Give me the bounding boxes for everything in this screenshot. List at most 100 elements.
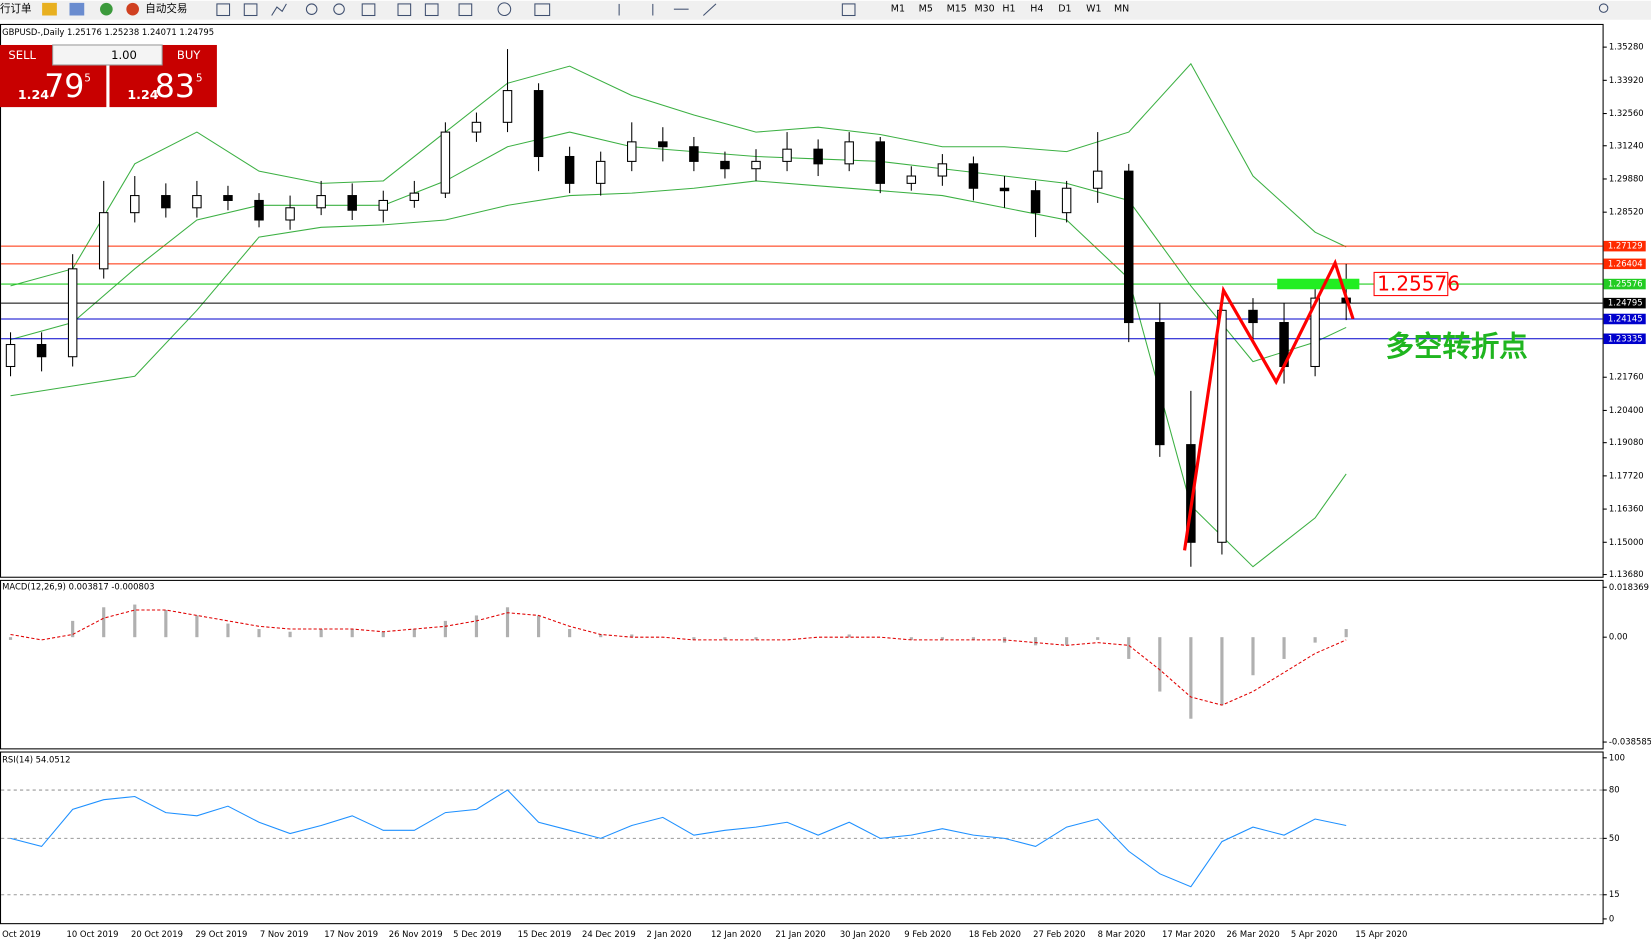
macd-bar [630, 634, 634, 638]
lots-box[interactable] [52, 44, 163, 66]
icon[interactable] [397, 3, 412, 17]
x-tick-label: Oct 2019 [2, 929, 41, 939]
icon[interactable] [497, 2, 512, 17]
chart-header: GBPUSD-,Daily 1.25176 1.25238 1.24071 1.… [2, 27, 214, 37]
x-tick-label: 12 Jan 2020 [711, 929, 761, 939]
candle-body [223, 195, 233, 201]
timeframe[interactable]: D1 [1058, 4, 1071, 15]
candle-body [1186, 444, 1196, 543]
rsi-line [10, 789, 1347, 888]
candle-body [1310, 297, 1320, 368]
y-tick-label: 1.33920 [1609, 75, 1644, 85]
sell-frac: 5 [84, 73, 91, 85]
macd-bar [536, 615, 541, 638]
icon[interactable] [361, 3, 376, 17]
icon[interactable] [42, 2, 57, 16]
icon[interactable] [216, 3, 231, 17]
macd-bar [1096, 637, 1100, 640]
timeframe[interactable]: M30 [974, 4, 994, 15]
icon[interactable] [703, 3, 717, 16]
icon[interactable] [458, 3, 473, 17]
lots[interactable]: 1.00 [111, 48, 137, 62]
candle-body [1092, 170, 1103, 189]
icon[interactable] [534, 3, 551, 17]
macd-bar [1220, 637, 1224, 706]
macd-bar [1313, 637, 1317, 643]
candle-body [813, 148, 823, 165]
x-tick-label: 24 Dec 2019 [582, 929, 636, 939]
icon[interactable] [243, 3, 258, 17]
search[interactable] [1598, 3, 1609, 13]
y-tick-label: 1.17720 [1609, 470, 1644, 480]
macd-bar [847, 634, 851, 638]
candle-body [161, 195, 171, 209]
auto-trading-icon[interactable] [126, 2, 139, 16]
y-tick-label: 1.28520 [1609, 207, 1644, 217]
y-tick-label: 1.13680 [1609, 569, 1644, 579]
level-label: 1.27129 [1608, 241, 1643, 251]
level-tag [1603, 297, 1646, 309]
level-tag [1603, 333, 1646, 345]
macd-bar [133, 604, 137, 638]
macd-bar [8, 637, 13, 640]
timeframe[interactable]: MN [1114, 4, 1129, 15]
level-tag [1603, 258, 1646, 270]
macd-bar [1033, 637, 1038, 646]
y-tick-label: 1.16360 [1609, 504, 1644, 514]
timeframe[interactable]: M1 [891, 4, 905, 15]
icon[interactable] [100, 2, 113, 16]
y-tick-label: 0.00 [1609, 632, 1628, 642]
candle-body [316, 195, 326, 209]
macd-bar [1158, 637, 1162, 692]
y-tick-label: 1.21760 [1609, 372, 1644, 382]
icon[interactable] [424, 3, 439, 17]
candle-body [502, 90, 513, 123]
macd-bar [195, 615, 199, 638]
order-button[interactable]: 行订单 [0, 2, 32, 15]
icon[interactable] [271, 3, 287, 16]
macd-bar [723, 637, 727, 640]
timeframe[interactable]: W1 [1086, 4, 1101, 15]
macd-bar [1251, 637, 1255, 676]
candle-body [5, 343, 16, 368]
bollinger-lower [10, 180, 1347, 568]
candle-body [1061, 187, 1072, 214]
indicator-title: RSI(14) 54.0512 [2, 754, 70, 764]
x-tick-label: 20 Oct 2019 [131, 929, 183, 939]
candle-body [285, 207, 295, 221]
icon[interactable] [305, 3, 318, 15]
macd-panel [0, 579, 1604, 750]
macd-bar [505, 607, 510, 638]
icon[interactable] [333, 3, 345, 15]
timeframe[interactable]: M15 [947, 4, 967, 15]
signal-line [10, 609, 1347, 706]
macd-bar [71, 620, 75, 638]
level-label: 1.24145 [1608, 313, 1643, 323]
y-tick-label: 1.31240 [1609, 140, 1644, 150]
candle-body [968, 163, 979, 189]
x-tick-label: 17 Mar 2020 [1162, 929, 1215, 939]
timeframe[interactable]: M5 [919, 4, 933, 15]
candle-body [751, 160, 761, 170]
candle-body [378, 199, 389, 211]
level-label: 1.25576 [1608, 279, 1643, 289]
candle-body [1124, 170, 1134, 324]
x-tick-label: 7 Nov 2019 [260, 929, 309, 939]
buy-frac: 5 [196, 73, 203, 85]
y-tick-label: 1.20400 [1609, 405, 1644, 415]
macd-bar [754, 637, 758, 640]
highlight-box [1277, 278, 1360, 290]
icon[interactable] [841, 3, 856, 17]
x-tick-label: 15 Dec 2019 [518, 929, 572, 939]
timeframe[interactable]: H4 [1030, 4, 1043, 15]
y-tick-label: 0 [1609, 913, 1614, 923]
bollinger-upper [10, 62, 1347, 287]
y-tick-label: 15 [1609, 889, 1620, 899]
sell-big: 1.24 [18, 87, 49, 102]
macd-bar [940, 637, 944, 640]
timeframe[interactable]: H1 [1002, 4, 1015, 15]
icon[interactable] [69, 2, 85, 16]
candle-body [36, 343, 47, 358]
auto-trading[interactable]: 自动交易 [145, 2, 187, 15]
